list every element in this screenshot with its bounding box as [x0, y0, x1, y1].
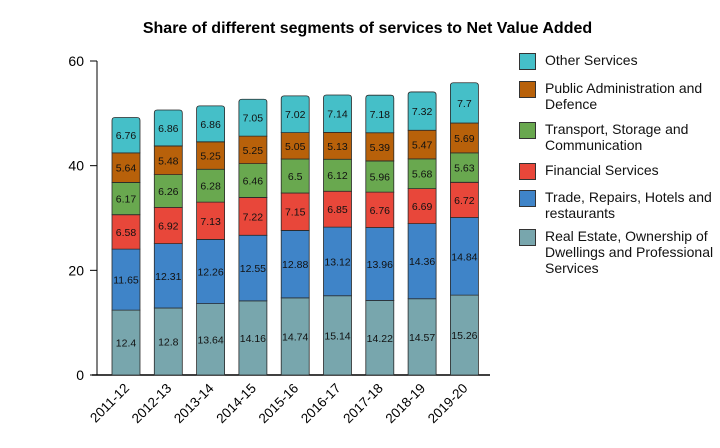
data-label: 14.74 — [282, 331, 308, 343]
x-tick-label: 2012-13 — [129, 381, 175, 427]
data-label: 5.48 — [158, 155, 179, 167]
bar-segment — [111, 117, 141, 154]
bar-segment — [196, 105, 225, 143]
y-tick-label: 40 — [68, 158, 84, 174]
data-label: 5.63 — [454, 163, 475, 175]
x-tick-label: 2019-20 — [425, 381, 471, 427]
data-label: 14.57 — [409, 332, 435, 344]
data-label: 12.55 — [240, 263, 266, 275]
legend-label: Trade, Repairs, Hotels and restaurants — [545, 189, 712, 221]
legend-item: Other Services — [519, 52, 715, 70]
legend-item: Trade, Repairs, Hotels and restaurants — [519, 189, 715, 221]
data-label: 6.76 — [116, 130, 137, 142]
bar-segment — [280, 95, 310, 133]
data-label: 7.14 — [327, 109, 348, 121]
bar-segment — [365, 94, 395, 134]
legend-swatch — [519, 163, 536, 180]
data-label: 5.69 — [454, 133, 475, 145]
data-label: 6.28 — [200, 181, 221, 193]
bar-segment — [323, 94, 352, 133]
data-label: 6.72 — [454, 195, 475, 207]
legend-swatch — [519, 229, 536, 246]
data-label: 5.13 — [327, 141, 348, 153]
data-label: 6.17 — [116, 194, 137, 206]
legend-item: Financial Services — [519, 162, 715, 180]
x-tick-label: 2014-15 — [213, 381, 259, 427]
legend-label: Financial Services — [545, 162, 659, 178]
data-label: 6.86 — [200, 119, 221, 131]
data-label: 6.92 — [158, 220, 179, 232]
data-label: 14.36 — [409, 256, 435, 268]
x-tick-label: 2011-12 — [87, 381, 132, 426]
data-label: 15.26 — [451, 330, 477, 342]
bar-segment — [450, 82, 479, 124]
data-label: 12.8 — [158, 337, 179, 349]
data-label: 5.47 — [412, 140, 433, 152]
data-label: 6.26 — [158, 186, 179, 198]
data-label: 13.96 — [367, 259, 393, 271]
data-label: 6.86 — [158, 123, 179, 135]
data-label: 5.25 — [200, 151, 221, 163]
legend-label: Transport, Storage and Communication — [545, 121, 689, 153]
data-label: 14.22 — [367, 333, 393, 345]
data-label: 7.15 — [285, 207, 306, 219]
legend-label: Other Services — [545, 52, 638, 68]
chart-title: Share of different segments of services … — [142, 20, 593, 37]
y-tick-label: 60 — [68, 53, 84, 69]
legend-item: Public Administration and Defence — [519, 80, 715, 112]
data-label: 7.02 — [285, 109, 306, 121]
data-label: 7.18 — [370, 109, 391, 121]
x-tick-label: 2015-16 — [256, 381, 302, 427]
data-label: 13.12 — [324, 256, 350, 268]
data-label: 15.14 — [324, 330, 350, 342]
data-label: 5.39 — [370, 142, 391, 154]
data-label: 7.22 — [243, 211, 264, 223]
legend-item: Real Estate, Ownership of Dwellings and … — [519, 228, 715, 276]
bar-segment — [238, 98, 268, 137]
bar-segment — [407, 91, 437, 131]
y-tick-label: 0 — [76, 367, 84, 383]
data-label: 6.12 — [327, 170, 348, 182]
legend-swatch — [519, 190, 536, 207]
legend-item: Transport, Storage and Communication — [519, 121, 715, 153]
data-label: 14.84 — [451, 251, 477, 263]
data-label: 14.16 — [240, 333, 266, 345]
data-label: 12.31 — [155, 271, 181, 283]
bar-segment — [153, 109, 183, 147]
data-label: 6.69 — [412, 201, 433, 213]
data-label: 6.46 — [243, 176, 264, 188]
x-tick-label: 2017-18 — [340, 381, 386, 427]
data-label: 6.76 — [370, 205, 391, 217]
data-label: 5.25 — [243, 145, 264, 157]
data-label: 12.26 — [197, 267, 223, 279]
data-label: 7.05 — [243, 113, 264, 125]
legend-swatch — [519, 122, 536, 139]
data-label: 5.68 — [412, 169, 433, 181]
data-label: 5.05 — [285, 141, 306, 153]
data-label: 7.7 — [457, 98, 472, 110]
legend-label: Real Estate, Ownership of Dwellings and … — [545, 228, 714, 276]
data-label: 6.85 — [327, 204, 348, 216]
data-label: 6.58 — [116, 227, 137, 239]
data-label: 12.88 — [282, 259, 308, 271]
x-tick-label: 2016-17 — [298, 381, 344, 427]
x-tick-label: 2018-19 — [383, 381, 429, 427]
data-label: 5.64 — [116, 163, 137, 175]
data-label: 7.32 — [412, 106, 433, 118]
data-label: 11.65 — [113, 275, 139, 287]
data-label: 13.64 — [197, 334, 223, 346]
legend-label: Public Administration and Defence — [545, 80, 703, 112]
data-label: 12.4 — [116, 338, 137, 350]
data-label: 7.13 — [200, 216, 221, 228]
legend-swatch — [519, 53, 536, 70]
data-label: 5.96 — [370, 172, 391, 184]
data-label: 6.5 — [288, 171, 303, 183]
legend-swatch — [519, 81, 536, 98]
y-tick-label: 20 — [68, 262, 84, 278]
x-tick-label: 2013-14 — [171, 380, 217, 426]
